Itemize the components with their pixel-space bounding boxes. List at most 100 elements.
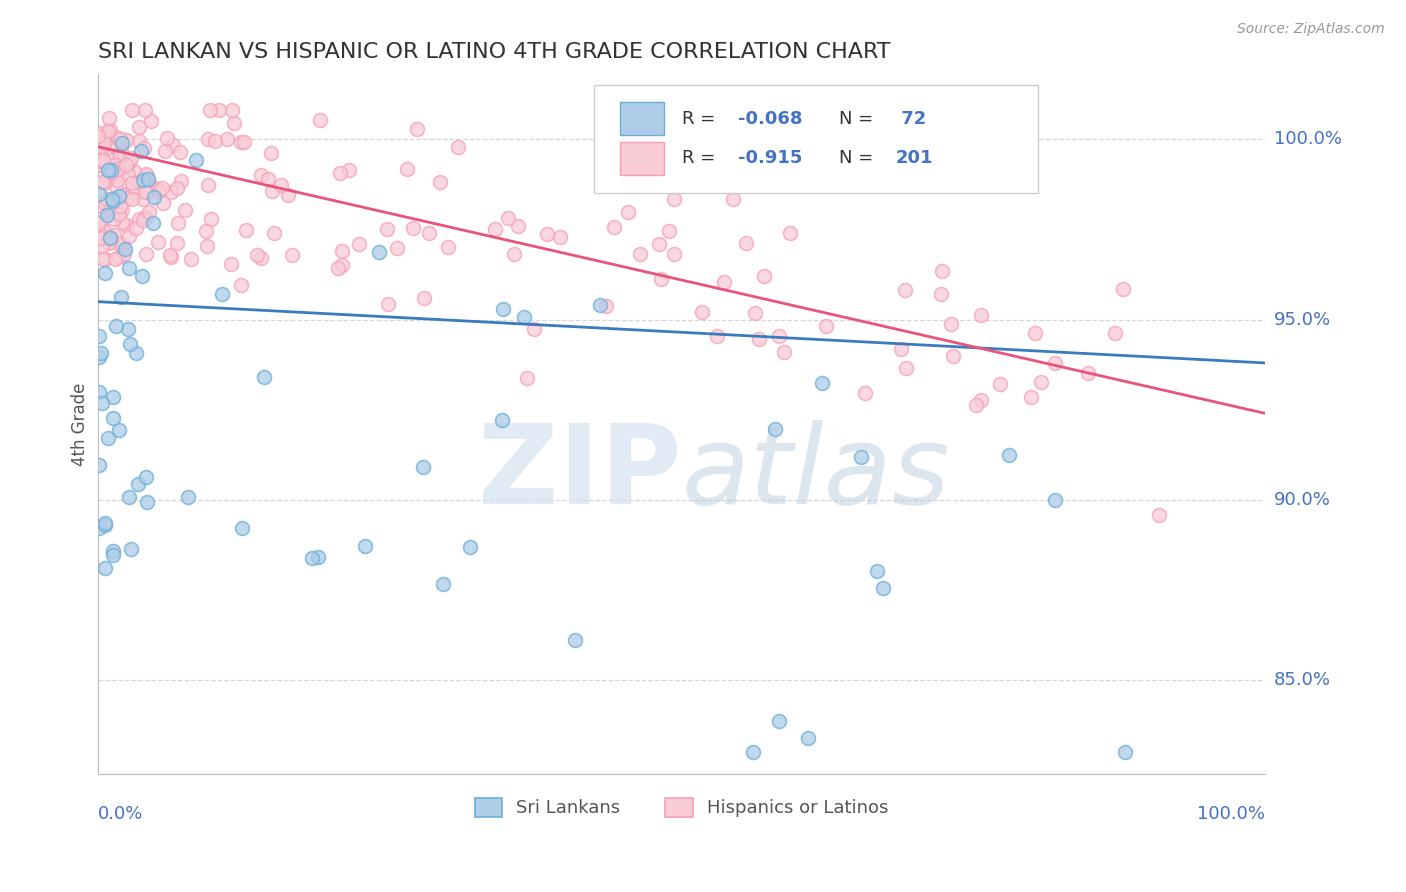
Point	[197, 178, 219, 192]
Text: -0.915: -0.915	[738, 149, 801, 168]
Point	[118, 491, 141, 505]
Point	[97, 127, 120, 141]
Point	[87, 186, 110, 201]
Point	[970, 309, 993, 323]
Point	[815, 318, 838, 333]
Point	[96, 192, 118, 206]
Point	[103, 228, 125, 243]
FancyBboxPatch shape	[593, 85, 1038, 194]
Point	[169, 145, 191, 160]
Point	[120, 152, 142, 166]
Point	[114, 242, 136, 256]
Point	[412, 291, 434, 305]
Point	[111, 238, 134, 252]
Point	[153, 144, 176, 158]
Point	[146, 235, 169, 250]
Point	[134, 141, 156, 155]
Point	[436, 240, 458, 254]
Point	[127, 476, 149, 491]
Point	[166, 236, 188, 251]
Point	[484, 222, 506, 236]
Point	[385, 241, 408, 255]
Point	[115, 158, 138, 172]
Point	[105, 179, 128, 194]
Text: 0.0%: 0.0%	[97, 805, 143, 822]
Point	[1149, 508, 1171, 522]
Point	[128, 134, 150, 148]
Point	[377, 297, 399, 311]
Text: 90.0%: 90.0%	[1274, 491, 1330, 509]
Legend: Sri Lankans, Hispanics or Latinos: Sri Lankans, Hispanics or Latinos	[467, 791, 896, 824]
Point	[136, 184, 159, 198]
Point	[125, 346, 148, 360]
Point	[1112, 282, 1135, 296]
Point	[107, 161, 129, 176]
Point	[91, 153, 114, 168]
Point	[111, 136, 134, 150]
Point	[135, 495, 157, 509]
Point	[301, 550, 323, 565]
Point	[1024, 326, 1046, 340]
Point	[111, 187, 134, 202]
Point	[418, 226, 440, 240]
Point	[412, 459, 434, 474]
Point	[122, 163, 145, 178]
Point	[87, 458, 110, 472]
Point	[131, 268, 153, 283]
Point	[115, 218, 138, 232]
Point	[259, 145, 281, 160]
Point	[87, 126, 110, 140]
Point	[108, 132, 131, 146]
Point	[134, 186, 156, 200]
Point	[988, 376, 1011, 391]
Point	[194, 224, 217, 238]
Point	[89, 227, 111, 241]
Point	[195, 239, 218, 253]
Point	[513, 310, 536, 325]
Point	[87, 521, 110, 535]
Point	[94, 266, 117, 280]
Point	[139, 179, 162, 194]
Point	[111, 202, 134, 217]
Point	[491, 413, 513, 427]
Point	[108, 207, 131, 221]
Point	[125, 221, 148, 235]
Point	[337, 163, 360, 178]
Point	[97, 235, 120, 250]
Point	[658, 224, 681, 238]
Point	[492, 301, 515, 316]
Point	[136, 169, 159, 183]
Point	[198, 103, 221, 118]
Point	[135, 167, 157, 181]
Point	[101, 165, 124, 179]
Point	[97, 431, 120, 445]
Point	[143, 189, 166, 203]
Point	[98, 112, 121, 126]
Point	[103, 211, 125, 226]
Text: 100.0%: 100.0%	[1274, 130, 1341, 148]
Point	[866, 564, 889, 578]
Point	[768, 714, 790, 728]
Point	[721, 192, 744, 206]
Point	[662, 192, 685, 206]
Point	[117, 261, 139, 276]
Point	[250, 168, 273, 182]
Point	[713, 275, 735, 289]
Point	[260, 184, 283, 198]
Point	[929, 286, 952, 301]
Point	[516, 370, 538, 384]
Text: 95.0%: 95.0%	[1274, 310, 1331, 328]
Point	[121, 193, 143, 207]
Point	[101, 194, 124, 208]
Point	[797, 731, 820, 745]
Y-axis label: 4th Grade: 4th Grade	[72, 383, 89, 466]
Point	[128, 212, 150, 227]
Point	[142, 215, 165, 229]
Point	[146, 182, 169, 196]
Point	[664, 246, 686, 260]
Point	[763, 421, 786, 435]
Point	[96, 208, 118, 222]
Point	[496, 211, 519, 226]
Point	[90, 238, 112, 252]
Point	[200, 212, 222, 227]
